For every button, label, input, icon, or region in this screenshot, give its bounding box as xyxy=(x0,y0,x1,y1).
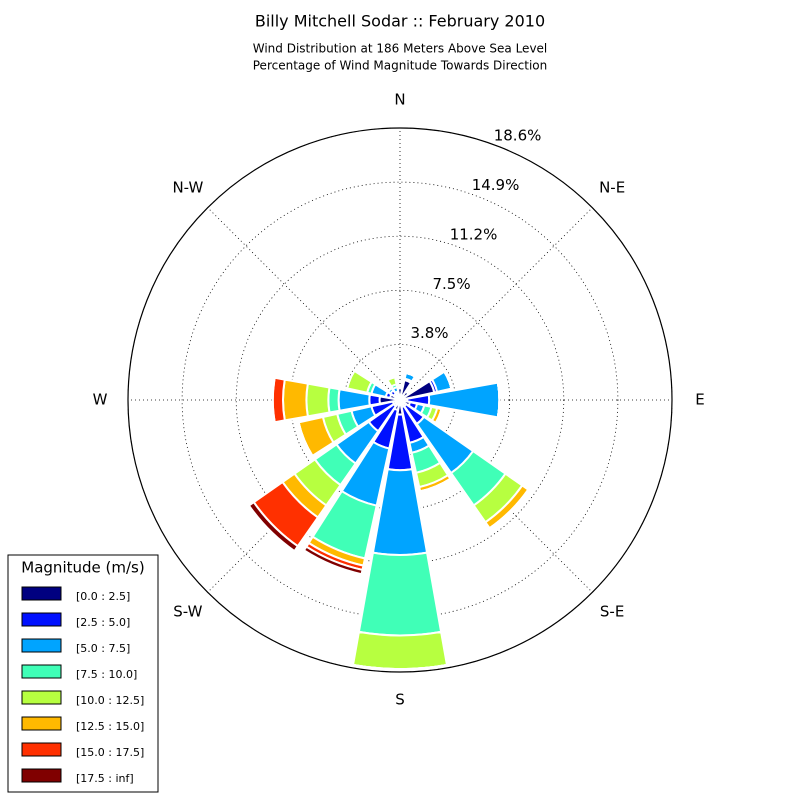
wind-bar-segment xyxy=(434,408,443,424)
r-tick-label: 3.8% xyxy=(410,324,448,342)
chart-title: Billy Mitchell Sodar :: February 2010 xyxy=(255,12,545,31)
legend-label: [5.0 : 7.5] xyxy=(76,642,130,655)
grid-circle xyxy=(181,181,619,619)
wind-bar-segment xyxy=(345,369,374,394)
chart-subtitle: Wind Distribution at 186 Meters Above Se… xyxy=(253,42,548,56)
wind-bar-segment xyxy=(282,378,310,422)
legend: Magnitude (m/s) [0.0 : 2.5] [2.5 : 5.0] [5.… xyxy=(7,554,159,793)
grid-circle xyxy=(235,235,565,565)
direction-label: S-W xyxy=(173,603,202,621)
r-tick-label: 7.5% xyxy=(432,275,470,293)
legend-label: [17.5 : inf] xyxy=(76,772,134,785)
radial-grid-line xyxy=(207,207,401,401)
legend-title: Magnitude (m/s) xyxy=(21,559,144,577)
legend-label: [2.5 : 5.0] xyxy=(76,616,130,629)
direction-label: W xyxy=(93,391,108,409)
wind-bar-segment xyxy=(406,388,412,394)
legend-label: [12.5 : 15.0] xyxy=(76,720,144,733)
legend-label: [15.0 : 17.5] xyxy=(76,746,144,759)
legend-swatch xyxy=(21,742,62,757)
wind-bar-segment xyxy=(247,500,300,553)
legend-label: [7.5 : 10.0] xyxy=(76,668,137,681)
wind-bar-segment xyxy=(302,545,364,576)
legend-label: [0.0 : 2.5] xyxy=(76,590,130,603)
wind-bar-segment xyxy=(305,382,331,418)
wind-bar-segment xyxy=(351,630,449,670)
legend-swatch xyxy=(21,690,62,705)
wind-bar-segment xyxy=(443,371,453,389)
direction-label: S-E xyxy=(600,603,624,621)
legend-swatch xyxy=(21,716,62,731)
chart-subtitle: Percentage of Wind Magnitude Towards Dir… xyxy=(253,59,547,73)
wind-bar-segment xyxy=(327,386,341,414)
legend-label: [10.0 : 12.5] xyxy=(76,694,144,707)
wind-bar-segment xyxy=(368,393,382,407)
legend-swatch xyxy=(21,664,62,679)
direction-label: S xyxy=(395,691,405,709)
legend-swatch xyxy=(21,768,62,783)
wind-bar-segment xyxy=(496,382,501,418)
wind-bar-segment xyxy=(405,371,416,378)
r-tick-label: 11.2% xyxy=(450,225,498,243)
wind-bar-segment xyxy=(297,422,314,457)
legend-swatch xyxy=(21,638,62,653)
direction-label: E xyxy=(695,391,704,409)
polar-frame xyxy=(127,127,673,673)
r-tick-label: 14.9% xyxy=(472,176,520,194)
legend-swatch xyxy=(21,586,62,601)
direction-label: N-W xyxy=(172,178,203,196)
legend-swatch xyxy=(21,612,62,627)
wind-bar-segment xyxy=(357,551,443,637)
radial-grid-line xyxy=(399,207,593,401)
r-tick-label: 18.6% xyxy=(494,126,542,144)
direction-label: N xyxy=(394,91,405,109)
direction-label: N-E xyxy=(599,178,625,196)
